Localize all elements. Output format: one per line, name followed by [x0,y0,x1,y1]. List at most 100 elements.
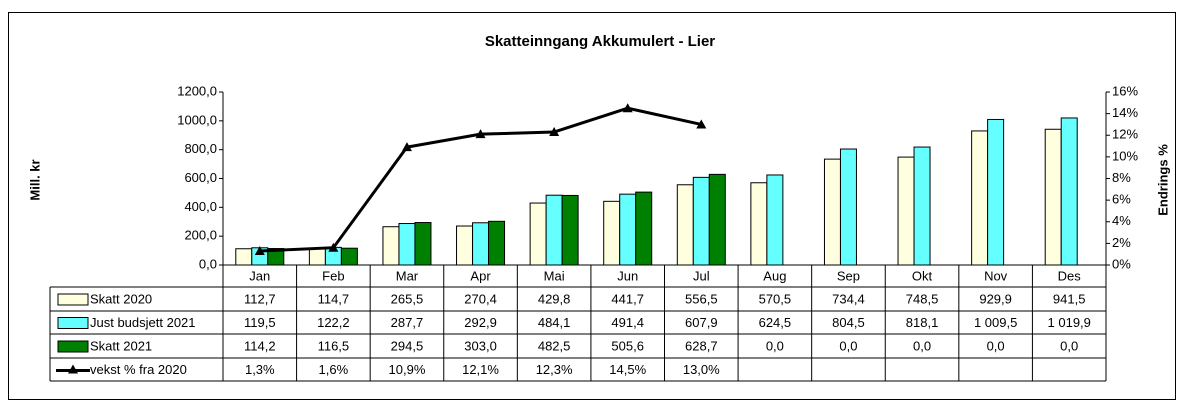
y-tick-label: 400,0 [184,199,217,214]
x-tick-label: Jun [617,268,638,283]
bar [708,173,726,266]
line-marker [328,242,339,252]
legend-label: vekst % fra 2020 [90,362,187,377]
table-value: 294,5 [391,338,424,353]
bar [398,223,416,266]
bar [750,182,768,266]
line-marker [401,142,412,152]
table-value: 624,5 [759,315,792,330]
x-tick-label: Mai [544,268,565,283]
table-value: 929,9 [979,291,1012,306]
bar [308,247,326,266]
table-value: 804,5 [832,315,865,330]
bar [382,226,400,266]
chart-title: Skatteinngang Akkumulert - Lier [485,33,715,50]
y2-tick-label: 8% [1112,170,1131,185]
table-value: 818,1 [906,315,939,330]
bar [913,146,931,266]
x-tick-label: Okt [912,268,933,283]
table-value: 607,9 [685,315,718,330]
table-value: 292,9 [464,315,497,330]
table-value: 1 009,5 [974,315,1017,330]
y-tick-label: 0,0 [199,256,217,271]
bar [766,174,784,266]
legend-label: Skatt 2021 [90,338,152,353]
bar [971,130,989,266]
x-tick-label: Jul [693,268,710,283]
bar [1044,128,1062,266]
bar [456,225,474,266]
table-value: 628,7 [685,338,718,353]
x-tick-label: Mar [396,268,419,283]
table-value: 734,4 [832,291,865,306]
table-value: 556,5 [685,291,718,306]
table-value: 0,0 [1060,338,1078,353]
table-value: 0,0 [913,338,931,353]
y2-tick-label: 4% [1112,213,1131,228]
table-value: 570,5 [759,291,792,306]
y-axis-title: Mill. kr [27,159,42,200]
legend-label: Skatt 2020 [90,291,152,306]
legend-swatch [57,340,89,353]
table-value: 112,7 [244,291,276,306]
y2-tick-label: 0% [1112,256,1131,271]
table-value: 0,0 [839,338,857,353]
bar [619,193,637,266]
bar [823,158,841,266]
table-value: 287,7 [391,315,424,330]
table-value: 12,3% [536,362,573,377]
table-value: 265,5 [391,291,424,306]
bar [603,200,621,266]
bar [545,194,563,266]
x-tick-label: Sep [837,268,860,283]
legend-marker [68,364,78,374]
table-value: 270,4 [464,291,497,306]
table-value: 13,0% [683,362,720,377]
bar [340,247,358,266]
bar [488,220,506,266]
table-value: 484,1 [538,315,571,330]
y2-tick-label: 2% [1112,235,1131,250]
bar [839,148,857,266]
line-marker [549,127,560,137]
legend-swatch [57,293,89,306]
table-value: 482,5 [538,338,571,353]
table-value: 1 019,9 [1048,315,1091,330]
table-value: 441,7 [611,291,644,306]
y-tick-label: 600,0 [184,170,217,185]
bar [692,176,710,266]
line-marker [254,245,265,255]
table-value: 114,2 [244,338,276,353]
table-value: 941,5 [1053,291,1086,306]
x-tick-label: Feb [322,268,344,283]
x-tick-label: Jan [249,268,270,283]
table-value: 491,4 [611,315,644,330]
x-tick-label: Aug [763,268,786,283]
y-tick-label: 800,0 [184,141,217,156]
bar [676,184,694,266]
y-tick-label: 1200,0 [177,83,217,98]
bar [897,156,915,266]
table-value: 119,5 [244,315,276,330]
x-tick-label: Des [1058,268,1082,283]
table-value: 505,6 [611,338,644,353]
line-marker [475,129,486,139]
y-tick-label: 1000,0 [177,112,217,127]
table-value: 748,5 [906,291,939,306]
bar [987,118,1005,266]
x-tick-label: Nov [984,268,1008,283]
table-value: 1,3% [245,362,275,377]
table-value: 0,0 [987,338,1005,353]
table-value: 122,2 [317,315,350,330]
bar [561,194,579,266]
y2-tick-label: 16% [1112,83,1138,98]
y-tick-label: 200,0 [184,228,217,243]
bar [472,222,490,266]
table-value: 429,8 [538,291,571,306]
table-value: 303,0 [464,338,497,353]
table-value: 10,9% [389,362,426,377]
table-value: 1,6% [319,362,349,377]
table-value: 114,7 [318,291,350,306]
legend-label: Just budsjett 2021 [90,315,196,330]
